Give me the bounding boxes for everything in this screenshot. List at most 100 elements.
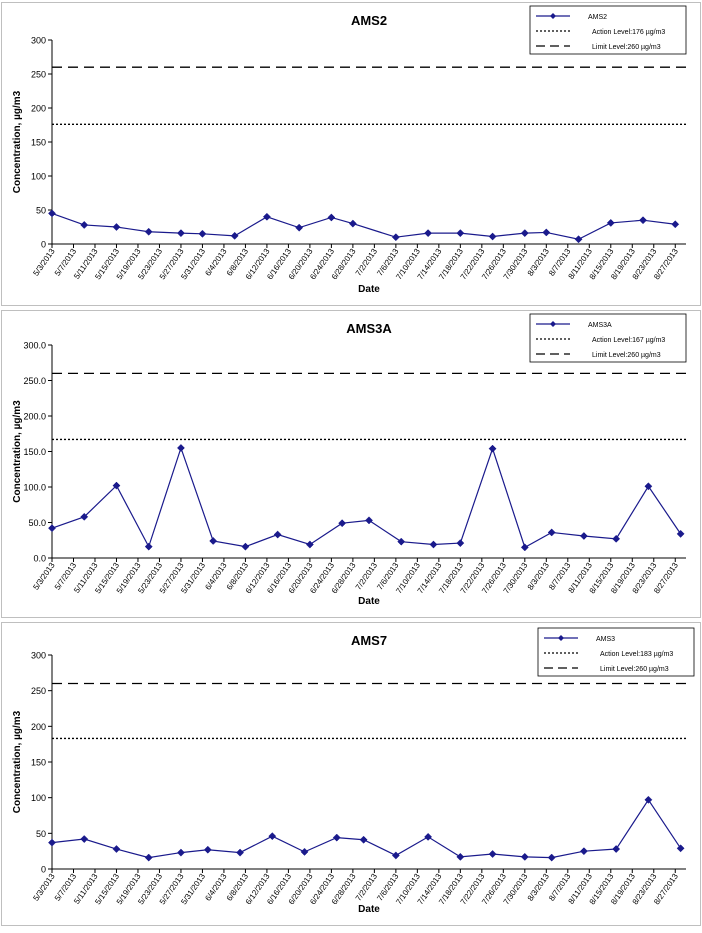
- y-tick-label: 50: [36, 206, 46, 216]
- y-axis-title: Concentration, µg/m3: [12, 400, 23, 503]
- series-line: [51, 798, 682, 859]
- series-line: [51, 446, 682, 549]
- data-point: [144, 542, 153, 551]
- data-point: [112, 845, 121, 853]
- chart-title: AMS2: [351, 13, 387, 28]
- data-point: [579, 847, 588, 856]
- data-point: [456, 229, 465, 238]
- y-tick-label: 300: [31, 651, 46, 661]
- data-point: [300, 847, 309, 856]
- legend-entry-label: Action Level:176 µg/m3: [592, 29, 665, 36]
- data-point: [262, 212, 271, 221]
- y-tick-label: 200: [31, 722, 46, 732]
- panel-frame: [1, 622, 701, 926]
- y-tick-label: 50.0: [28, 518, 46, 528]
- data-point: [424, 229, 433, 238]
- data-point: [176, 443, 185, 452]
- legend-swatch-marker: [550, 321, 556, 327]
- data-point: [80, 512, 89, 521]
- y-tick-label: 0.0: [33, 554, 46, 564]
- y-axis-title: Concentration, µg/m3: [12, 90, 23, 193]
- y-tick-label: 200.0: [23, 412, 46, 422]
- legend-entry-label: AMS3: [596, 636, 615, 643]
- data-point: [391, 233, 400, 242]
- legend-entry-label: Action Level:183 µg/m3: [600, 651, 673, 658]
- y-tick-label: 50: [36, 829, 46, 839]
- y-tick-label: 150.0: [23, 447, 46, 457]
- data-point: [348, 219, 357, 228]
- data-point: [542, 228, 551, 237]
- legend: AMS3 Action Level:183 µg/m3 Limit Level:26…: [537, 627, 695, 677]
- data-point: [236, 848, 245, 857]
- data-point: [112, 481, 121, 490]
- series-line: [51, 212, 676, 240]
- data-point: [391, 851, 400, 860]
- data-point: [176, 229, 185, 238]
- y-tick-label: 250: [31, 70, 46, 80]
- data-point: [644, 795, 653, 804]
- data-point: [198, 229, 207, 238]
- y-tick-label: 150: [31, 758, 46, 768]
- data-point: [488, 850, 497, 858]
- y-tick-label: 200: [31, 104, 46, 114]
- y-tick-label: 100: [31, 172, 46, 182]
- data-point: [520, 852, 529, 861]
- legend-entry-label: Limit Level:260 µg/m3: [592, 44, 661, 51]
- data-point: [209, 537, 218, 545]
- data-point: [671, 220, 680, 229]
- data-point: [488, 444, 497, 453]
- panel-frame: [1, 2, 701, 306]
- y-tick-label: 300.0: [23, 341, 46, 351]
- data-point: [456, 852, 465, 861]
- y-axis-title: Concentration, µg/m3: [12, 710, 23, 813]
- y-tick-label: 250.0: [23, 376, 46, 386]
- y-tick-label: 0: [41, 865, 46, 875]
- legend-entry-label: AMS3A: [588, 322, 612, 329]
- chart-panel-ams2: AMS20501001502002503005/3/20135/7/20135/…: [1, 2, 701, 306]
- data-point: [268, 832, 277, 841]
- data-point: [397, 537, 406, 546]
- data-point: [574, 235, 583, 244]
- data-point: [644, 482, 653, 491]
- x-axis-title: Date: [358, 284, 380, 295]
- data-point: [332, 833, 341, 842]
- panel-frame: [1, 310, 701, 618]
- data-point: [520, 543, 529, 552]
- legend-swatch-marker: [550, 13, 556, 19]
- data-point: [676, 844, 685, 853]
- data-point: [606, 218, 615, 227]
- legend-entry-label: Limit Level:260 µg/m3: [600, 666, 669, 673]
- data-point: [424, 832, 433, 841]
- data-point: [456, 539, 465, 548]
- data-point: [241, 542, 250, 551]
- legend-entry-label: Limit Level:260 µg/m3: [592, 352, 661, 359]
- data-point: [48, 838, 56, 847]
- x-axis-title: Date: [358, 904, 380, 915]
- data-point: [295, 223, 304, 232]
- y-tick-label: 250: [31, 686, 46, 696]
- data-point: [429, 540, 438, 549]
- data-point: [144, 227, 153, 236]
- data-point: [273, 530, 282, 539]
- data-point: [203, 845, 212, 854]
- data-point: [365, 516, 373, 525]
- y-tick-label: 150: [31, 138, 46, 148]
- data-point: [612, 534, 621, 543]
- data-point: [176, 848, 185, 857]
- data-point: [547, 528, 556, 537]
- data-point: [639, 216, 647, 225]
- chart-title: AMS3A: [346, 321, 392, 336]
- data-point: [359, 835, 368, 844]
- data-point: [80, 221, 89, 229]
- data-point: [488, 232, 497, 241]
- data-point: [327, 213, 336, 222]
- data-point: [338, 519, 347, 528]
- legend-swatch-marker: [558, 635, 564, 641]
- data-point: [80, 835, 89, 843]
- data-point: [676, 529, 685, 538]
- data-point: [520, 229, 529, 238]
- chart-panel-ams7: AMS70501001502002503005/3/20135/7/20135/…: [1, 622, 701, 926]
- data-point: [48, 209, 56, 218]
